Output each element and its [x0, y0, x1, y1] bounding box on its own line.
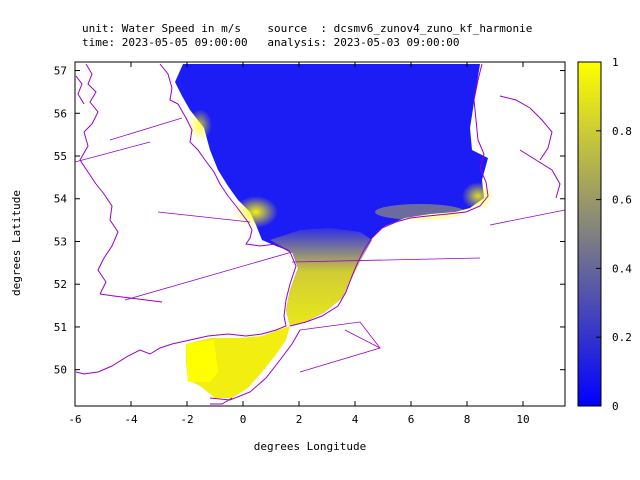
hotspot-firth — [188, 109, 212, 141]
boundaries — [75, 117, 565, 373]
colorbar-axis: 0 0.2 0.4 0.6 0.8 1 — [596, 56, 632, 413]
y-tick-label: 57 — [54, 65, 67, 78]
y-tick-label: 55 — [54, 150, 67, 163]
x-axis: -6 -4 -2 0 2 4 6 8 10 — [68, 62, 530, 426]
y-tick-label: 53 — [54, 235, 67, 248]
coastlines — [75, 63, 561, 405]
x-tick-label: -2 — [180, 413, 193, 426]
colorbar-tick-label: 0.4 — [612, 262, 632, 275]
colorbar-tick-label: 0.2 — [612, 331, 632, 344]
y-tick-label: 54 — [54, 193, 68, 206]
y-tick-label: 56 — [54, 107, 67, 120]
hotspot-wash — [234, 196, 278, 228]
y-tick-label: 50 — [54, 364, 67, 377]
x-tick-label: 6 — [408, 413, 415, 426]
y-tick-label: 51 — [54, 321, 67, 334]
band-dutch-coast — [375, 204, 465, 220]
x-tick-label: 8 — [464, 413, 471, 426]
header-time-analysis: time: 2023-05-05 09:00:00 analysis: 2023… — [82, 36, 460, 49]
y-axis-label: degrees Latitude — [10, 190, 23, 296]
sea-field-southern-bight — [270, 228, 372, 326]
y-axis: 50 51 52 53 54 55 56 57 — [54, 65, 565, 377]
colorbar-tick-label: 0 — [612, 400, 619, 413]
x-tick-label: 10 — [516, 413, 529, 426]
x-tick-label: -4 — [124, 413, 138, 426]
sea-field-north — [175, 64, 488, 326]
x-tick-label: 2 — [296, 413, 303, 426]
plot-frame — [74, 61, 566, 407]
sea-field-channel-west — [186, 340, 218, 382]
x-axis-label: degrees Longitude — [254, 440, 367, 453]
x-tick-label: 0 — [240, 413, 247, 426]
colorbar — [577, 61, 602, 407]
header-unit-source: unit: Water Speed in m/s source : dcsmv6… — [82, 22, 533, 35]
x-tick-label: 4 — [352, 413, 359, 426]
y-tick-label: 52 — [54, 278, 67, 291]
colorbar-tick-label: 0.6 — [612, 194, 632, 207]
colorbar-tick-label: 0.8 — [612, 125, 632, 138]
x-tick-label: -6 — [68, 413, 81, 426]
hotspot-german-bight — [462, 182, 494, 210]
colorbar-tick-label: 1 — [612, 56, 619, 69]
